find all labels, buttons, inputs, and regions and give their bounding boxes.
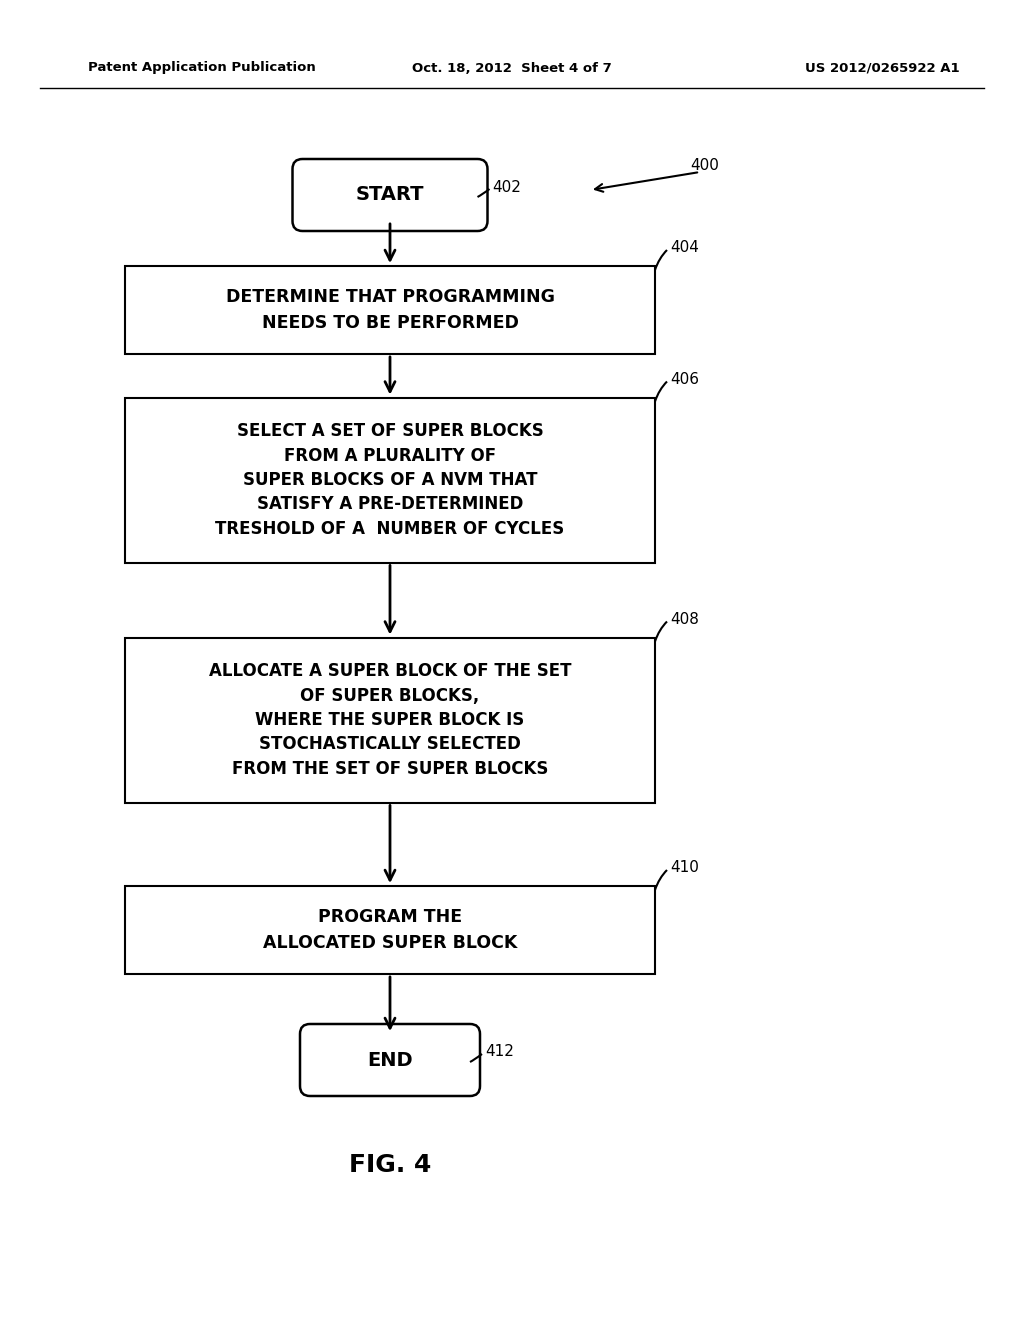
Text: SELECT A SET OF SUPER BLOCKS
FROM A PLURALITY OF
SUPER BLOCKS OF A NVM THAT
SATI: SELECT A SET OF SUPER BLOCKS FROM A PLUR… bbox=[215, 422, 564, 537]
Text: 406: 406 bbox=[670, 372, 699, 387]
Text: FIG. 4: FIG. 4 bbox=[349, 1152, 431, 1177]
Text: US 2012/0265922 A1: US 2012/0265922 A1 bbox=[805, 62, 961, 74]
Bar bbox=[125, 886, 655, 974]
Text: ALLOCATE A SUPER BLOCK OF THE SET
OF SUPER BLOCKS,
WHERE THE SUPER BLOCK IS
STOC: ALLOCATE A SUPER BLOCK OF THE SET OF SUP… bbox=[209, 663, 571, 777]
Text: 402: 402 bbox=[493, 180, 521, 194]
Text: PROGRAM THE
ALLOCATED SUPER BLOCK: PROGRAM THE ALLOCATED SUPER BLOCK bbox=[263, 908, 517, 952]
Text: START: START bbox=[355, 186, 424, 205]
Text: 408: 408 bbox=[670, 612, 698, 627]
Bar bbox=[125, 638, 655, 803]
FancyBboxPatch shape bbox=[300, 1024, 480, 1096]
Text: 412: 412 bbox=[485, 1044, 514, 1060]
Text: 410: 410 bbox=[670, 861, 698, 875]
FancyBboxPatch shape bbox=[293, 158, 487, 231]
Text: END: END bbox=[368, 1051, 413, 1069]
Text: Oct. 18, 2012  Sheet 4 of 7: Oct. 18, 2012 Sheet 4 of 7 bbox=[412, 62, 612, 74]
Text: DETERMINE THAT PROGRAMMING
NEEDS TO BE PERFORMED: DETERMINE THAT PROGRAMMING NEEDS TO BE P… bbox=[225, 289, 555, 331]
Text: 404: 404 bbox=[670, 240, 698, 256]
Text: 400: 400 bbox=[690, 157, 719, 173]
Bar bbox=[125, 267, 655, 354]
Text: Patent Application Publication: Patent Application Publication bbox=[88, 62, 315, 74]
Bar bbox=[125, 397, 655, 562]
